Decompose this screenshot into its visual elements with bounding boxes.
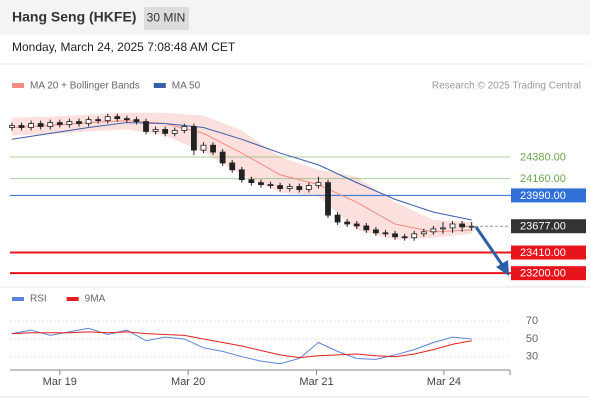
candle-body: [315, 182, 322, 186]
candle-body: [353, 223, 360, 227]
candle-body: [267, 184, 274, 186]
level-box: [511, 188, 586, 203]
level-label: 24380.00: [520, 151, 566, 163]
level-label: 24160.00: [520, 173, 566, 185]
candle-body: [76, 121, 82, 124]
candle-body: [152, 129, 159, 132]
candle-body: [114, 116, 121, 120]
indicator-line: [11, 327, 472, 365]
bollinger-band: [11, 112, 472, 240]
level-label: 23200.00: [520, 268, 566, 280]
legend-swatch: [153, 83, 166, 88]
candle-body: [296, 186, 303, 190]
candle-body: [181, 126, 188, 131]
candle-body: [392, 233, 398, 238]
legend-label: 9MA: [85, 294, 106, 305]
y-tick-label: 70: [526, 315, 538, 327]
level-box: [511, 245, 586, 260]
legend-swatch: [12, 297, 24, 301]
candle-body: [143, 121, 149, 132]
candle-body: [373, 229, 379, 234]
legend-swatch: [66, 297, 79, 301]
legend-label: MA 50: [172, 81, 201, 92]
candle-body: [449, 223, 456, 229]
candle-body: [37, 123, 44, 127]
candle-body: [277, 185, 284, 189]
candle-body: [200, 144, 207, 151]
candle-body: [468, 225, 475, 228]
legend-swatch: [12, 83, 24, 88]
x-tick-label: Mar 19: [43, 376, 77, 388]
candle-body: [344, 221, 351, 225]
level-label: 23410.00: [520, 247, 566, 259]
forecast-arrow: [474, 226, 505, 267]
candle-body: [459, 223, 466, 228]
candle-body: [56, 122, 63, 125]
level-box: [511, 266, 586, 281]
candle-body: [28, 123, 34, 128]
x-tick-label: Mar 20: [171, 376, 205, 388]
candle-body: [248, 179, 255, 184]
ma-line: [11, 122, 472, 221]
candle-body: [420, 231, 427, 235]
candle-body: [104, 116, 111, 121]
candle-body: [325, 182, 331, 216]
candle-body: [363, 225, 370, 231]
indicator-line: [11, 331, 472, 359]
y-tick-label: 30: [526, 351, 538, 363]
datetime: Monday, March 24, 2025 7:08:48 AM CET: [12, 40, 236, 54]
candle-body: [305, 185, 312, 190]
x-tick-label: Mar 24: [427, 376, 461, 388]
interval-badge[interactable]: [144, 7, 189, 30]
interval: 30 MIN: [147, 11, 186, 25]
legend-label: RSI: [30, 294, 47, 305]
candle-body: [411, 233, 418, 239]
candle-body: [191, 126, 197, 151]
level-label: 23677.00: [520, 221, 566, 233]
candle-body: [401, 236, 408, 239]
candle-body: [238, 169, 245, 181]
x-tick-label: Mar 21: [299, 376, 333, 388]
candle-body: [47, 122, 54, 127]
candle-body: [123, 118, 130, 121]
legend-label: MA 20 + Bollinger Bands: [30, 81, 140, 92]
candle-body: [171, 130, 178, 134]
candle-body: [440, 227, 446, 230]
level-label: 23990.00: [520, 190, 566, 202]
header-bar: [0, 0, 590, 35]
candle-body: [66, 121, 73, 125]
candle-body: [430, 228, 437, 233]
candle-body: [133, 119, 140, 122]
candle-body: [286, 186, 293, 189]
candle-body: [18, 125, 25, 128]
candle-body: [219, 151, 226, 164]
source: Research © 2025 Trading Central: [432, 81, 581, 92]
candle-body: [258, 182, 264, 185]
candle-body: [95, 119, 102, 122]
candle-body: [162, 129, 169, 134]
forecast-arrowhead: [496, 260, 509, 276]
candle-body: [334, 214, 341, 223]
candle-body: [229, 162, 236, 171]
candle-body: [85, 119, 92, 124]
candle-body: [210, 144, 216, 153]
title: Hang Seng (HKFE): [12, 9, 136, 25]
level-box: [511, 219, 586, 234]
candle-body: [9, 125, 15, 128]
candle-body: [382, 232, 389, 235]
y-tick-label: 50: [526, 333, 538, 345]
